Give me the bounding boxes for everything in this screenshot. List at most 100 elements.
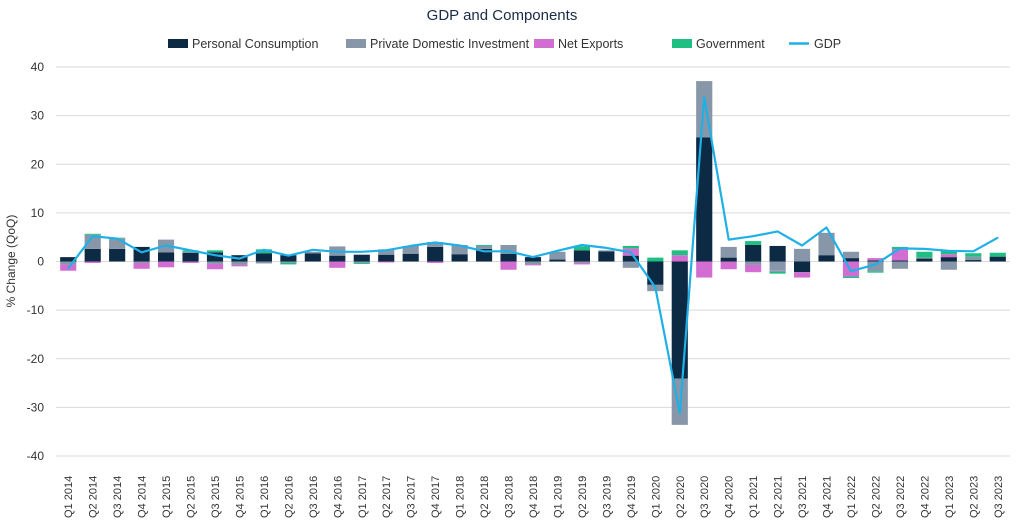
legend-label-private-domestic-investment: Private Domestic Investment	[370, 37, 530, 51]
bar-private-domestic-investment	[965, 256, 982, 261]
y-tick-label: 30	[31, 109, 45, 123]
y-tick-label: -30	[27, 400, 45, 414]
x-tick-label: Q1 2016	[259, 476, 271, 518]
bar-personal-consumption	[353, 254, 370, 262]
bar-personal-consumption	[549, 259, 566, 262]
bar-personal-consumption	[182, 252, 199, 262]
bar-government	[353, 262, 370, 264]
x-tick-label: Q3 2022	[895, 476, 907, 518]
x-tick-label: Q1 2017	[357, 476, 369, 518]
x-tick-label: Q3 2017	[406, 476, 418, 518]
bar-private-domestic-investment	[818, 232, 835, 256]
bar-private-domestic-investment	[206, 261, 224, 264]
bar-private-domestic-investment	[255, 261, 272, 264]
bar-personal-consumption	[255, 253, 272, 262]
bar-personal-consumption	[622, 255, 639, 262]
x-tick-label: Q2 2020	[675, 476, 687, 518]
y-tick-label: -20	[27, 352, 45, 366]
bar-personal-consumption	[989, 256, 1006, 262]
bar-private-domestic-investment	[378, 249, 395, 255]
bar-private-domestic-investment	[598, 250, 615, 252]
legend-label-gdp: GDP	[814, 37, 841, 51]
bar-net-exports	[891, 249, 908, 261]
gdp-point	[385, 249, 388, 252]
x-tick-label: Q2 2023	[968, 476, 980, 518]
gdp-point	[238, 257, 241, 260]
bar-private-domestic-investment	[182, 251, 199, 253]
bar-personal-consumption	[427, 246, 444, 262]
bar-personal-consumption	[842, 258, 860, 262]
bar-personal-consumption	[524, 257, 542, 262]
gdp-point	[752, 235, 754, 238]
x-tick-label: Q3 2023	[993, 476, 1005, 518]
bar-private-domestic-investment	[427, 242, 444, 247]
bar-government	[476, 244, 493, 246]
gdp-point	[67, 267, 70, 270]
bar-private-domestic-investment	[84, 234, 101, 249]
gdp-point	[360, 250, 363, 253]
bar-personal-consumption	[109, 248, 126, 262]
bar-personal-consumption	[500, 253, 517, 262]
y-tick-label: 10	[31, 206, 45, 220]
bar-net-exports	[206, 263, 224, 270]
gdp-point	[996, 236, 999, 239]
bar-government	[965, 253, 982, 257]
gdp-point	[850, 270, 852, 273]
gdp-point	[801, 244, 803, 247]
x-tick-label: Q3 2015	[210, 476, 222, 518]
gdp-point	[923, 248, 926, 250]
bar-private-domestic-investment	[451, 244, 468, 255]
x-tick-label: Q2 2014	[88, 476, 100, 518]
bar-personal-consumption	[818, 255, 835, 262]
bar-private-domestic-investment	[745, 261, 762, 265]
gdp-point	[140, 251, 143, 254]
bar-net-exports	[133, 262, 150, 269]
bar-net-exports	[524, 264, 542, 266]
gdp-point	[263, 249, 265, 251]
bar-government	[255, 249, 272, 254]
bar-personal-consumption	[867, 260, 884, 262]
x-tick-label: Q1 2022	[846, 476, 858, 518]
bar-private-domestic-investment	[794, 248, 811, 262]
gdp-point	[312, 249, 314, 251]
bar-net-exports	[231, 264, 248, 267]
gdp-point	[654, 286, 657, 289]
bar-private-domestic-investment	[133, 261, 150, 263]
bar-personal-consumption	[769, 245, 786, 262]
x-tick-label: Q3 2016	[308, 476, 320, 518]
bar-government	[989, 252, 1006, 257]
bar-private-domestic-investment	[891, 261, 908, 269]
bar-net-exports	[573, 262, 590, 265]
legend-swatch-net-exports	[534, 39, 554, 48]
bar-net-exports	[84, 261, 101, 263]
bar-government	[745, 241, 762, 245]
x-tick-label: Q4 2017	[430, 476, 442, 518]
bar-net-exports	[720, 261, 737, 270]
bar-personal-consumption	[965, 260, 982, 262]
bar-net-exports	[769, 270, 786, 272]
bar-government	[842, 276, 860, 279]
bar-private-domestic-investment	[524, 261, 542, 265]
gdp-point	[189, 249, 192, 252]
bar-private-domestic-investment	[109, 238, 126, 249]
legend-swatch-personal-consumption	[168, 39, 188, 48]
x-tick-label: Q1 2023	[944, 476, 956, 518]
bar-net-exports	[500, 261, 517, 270]
legend-swatch-government	[672, 39, 692, 48]
bar-net-exports	[794, 272, 811, 278]
x-tick-label: Q1 2015	[161, 476, 173, 518]
gdp-point	[703, 96, 706, 98]
x-tick-label: Q3 2020	[699, 476, 711, 518]
bar-net-exports	[182, 261, 199, 263]
x-tick-label: Q4 2022	[919, 476, 931, 518]
bar-net-exports	[329, 261, 346, 268]
bar-private-domestic-investment	[622, 261, 639, 268]
bar-personal-consumption	[598, 251, 615, 262]
bar-personal-consumption	[940, 257, 957, 262]
bar-net-exports	[696, 261, 713, 278]
gdp-point	[532, 256, 534, 258]
legend-label-personal-consumption: Personal Consumption	[192, 37, 319, 51]
bar-net-exports	[940, 254, 957, 258]
